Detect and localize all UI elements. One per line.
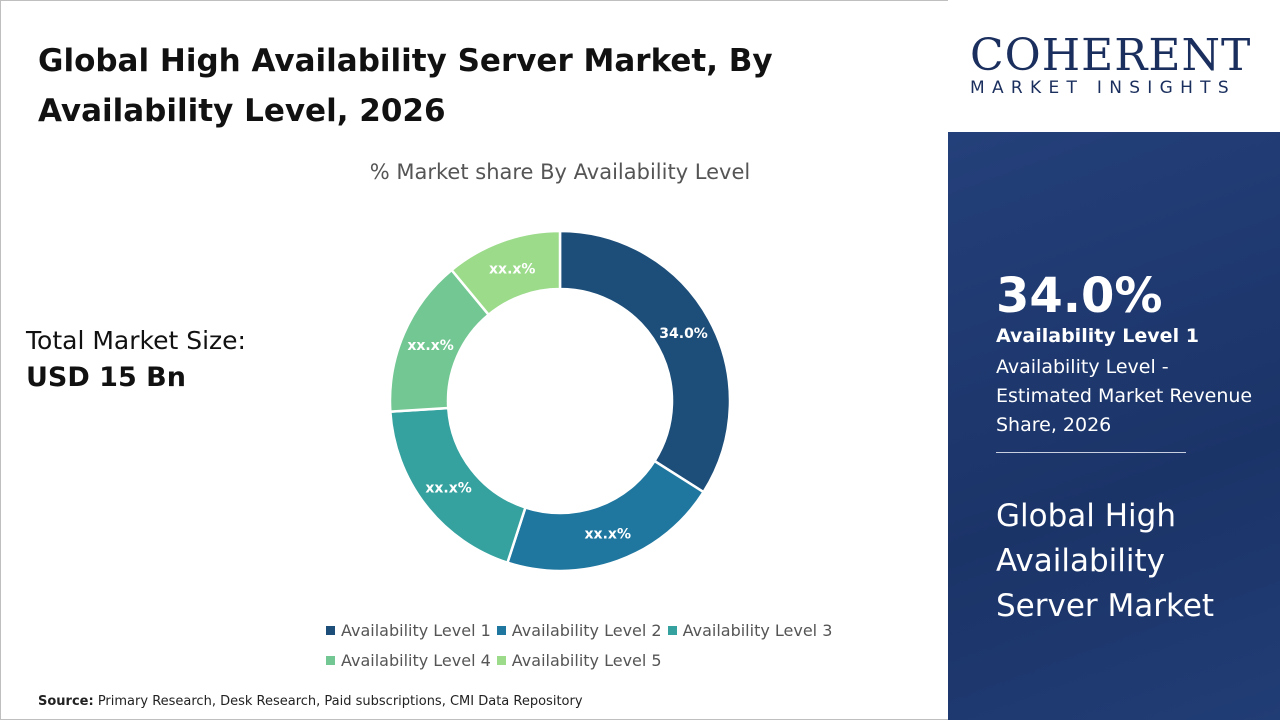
highlight-description: Availability Level - Estimated Market Re… xyxy=(996,356,1253,436)
source-text: Primary Research, Desk Research, Paid su… xyxy=(93,694,583,709)
logo: COHERENT MARKET INSIGHTS xyxy=(948,0,1280,132)
page-title: Global High Availability Server Market, … xyxy=(38,43,773,129)
data-label-1: 34.0% xyxy=(659,326,708,342)
legend-label: Availability Level 2 xyxy=(511,621,662,640)
donut-slice-5 xyxy=(449,229,562,317)
data-label-2: xx.x% xyxy=(585,527,631,543)
legend: Availability Level 1 Availability Level 2… xyxy=(326,616,846,676)
divider xyxy=(996,452,1186,453)
legend-label: Availability Level 4 xyxy=(341,651,491,670)
market-size-value: USD 15 Bn xyxy=(26,362,186,393)
donut-slice-1 xyxy=(558,229,732,494)
donut-slice-2 xyxy=(505,459,706,573)
source-note: Source: Primary Research, Desk Research,… xyxy=(38,694,583,709)
source-label: Source: xyxy=(38,694,94,709)
logo-text-top: COHERENT xyxy=(970,30,1252,81)
legend-swatch xyxy=(496,626,506,635)
data-label-3: xx.x% xyxy=(425,480,471,496)
legend-item: Availability Level 2 xyxy=(496,616,662,646)
legend-swatch xyxy=(326,626,335,635)
data-label-5: xx.x% xyxy=(489,261,535,277)
highlight-level: Availability Level 1 xyxy=(996,325,1199,347)
donut-chart: 34.0% xx.x% xx.x% xx.x% xx.x% xyxy=(388,229,732,573)
legend-label: Availability Level 5 xyxy=(511,651,662,670)
logo-text-bottom: MARKET INSIGHTS xyxy=(970,78,1236,98)
highlight-panel: 34.0% Availability Level 1 Availability … xyxy=(948,132,1280,720)
legend-item: Availability Level 5 xyxy=(496,646,662,676)
market-size-label: Total Market Size: xyxy=(26,326,246,355)
legend-item: Availability Level 4 xyxy=(326,646,491,676)
data-label-4: xx.x% xyxy=(407,338,453,354)
legend-swatch xyxy=(496,656,506,665)
highlight-percent: 34.0% xyxy=(996,268,1163,324)
legend-swatch xyxy=(326,656,335,665)
legend-label: Availability Level 1 xyxy=(341,621,491,640)
legend-item: Availability Level 3 xyxy=(667,616,833,646)
chart-title: % Market share By Availability Level xyxy=(369,160,751,184)
legend-swatch xyxy=(667,626,677,635)
legend-item: Availability Level 1 xyxy=(326,616,491,646)
legend-label: Availability Level 3 xyxy=(682,621,833,640)
market-name: Global High Availability Server Market xyxy=(996,498,1215,624)
